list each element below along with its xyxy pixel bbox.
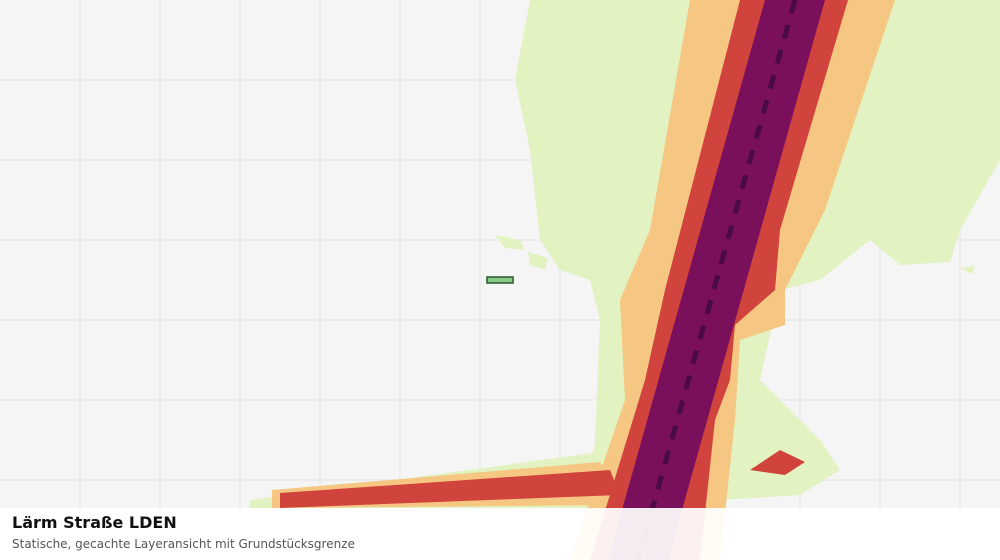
layer-subtitle: Statische, gecachte Layeransicht mit Gru…: [12, 537, 355, 551]
caption-panel: [0, 508, 1000, 560]
layer-title: Lärm Straße LDEN: [12, 513, 177, 532]
property-boundary: [486, 276, 514, 284]
road-axis: [635, 0, 798, 560]
noise-zones: [250, 0, 1000, 560]
